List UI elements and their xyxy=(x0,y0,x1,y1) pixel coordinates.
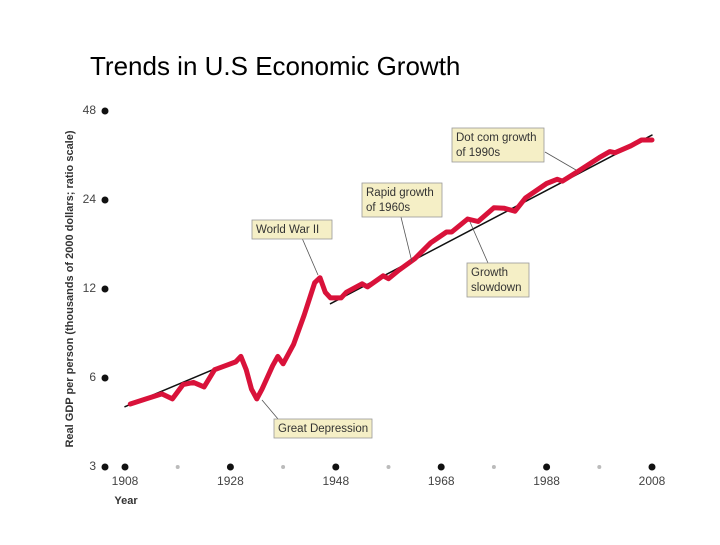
y-tick-label: 3 xyxy=(89,459,96,473)
annotation-pointer xyxy=(261,399,279,420)
x-tick-dot xyxy=(332,463,340,471)
annotation-pointer xyxy=(469,221,489,264)
chart-title: Trends in U.S Economic Growth xyxy=(90,51,460,81)
y-axis-title: Real GDP per person (thousands of 2000 d… xyxy=(64,130,76,447)
y-tick-label: 24 xyxy=(83,192,97,206)
annotation-pointer xyxy=(301,237,319,276)
x-tick-label: 1968 xyxy=(428,474,455,488)
annotation-text: World War II xyxy=(256,224,319,236)
annotation-text: of 1960s xyxy=(366,202,410,214)
x-tick-dot xyxy=(648,463,656,471)
x-tick-label: 1928 xyxy=(217,474,244,488)
y-tick-label: 48 xyxy=(83,103,97,117)
x-tick-label: 2008 xyxy=(639,474,666,488)
x-axis-title: Year xyxy=(114,495,138,507)
x-tick-dot xyxy=(437,463,445,471)
y-tick-label: 6 xyxy=(89,370,96,384)
annotation-text: slowdown xyxy=(471,282,522,294)
x-minor-tick xyxy=(175,465,180,469)
x-tick-label: 1948 xyxy=(322,474,349,488)
y-tick-dot xyxy=(101,196,109,204)
y-tick-label: 12 xyxy=(83,281,97,295)
annotation-box xyxy=(273,418,373,439)
annotation-text: Rapid growth xyxy=(366,187,434,199)
x-tick-label: 1908 xyxy=(112,474,139,488)
data-line xyxy=(127,137,655,407)
annotation-text: Growth xyxy=(471,267,508,279)
x-minor-tick xyxy=(281,465,286,469)
annotation-pointer xyxy=(544,151,577,171)
annotation-pointer xyxy=(399,212,413,263)
annotation-text: of 1990s xyxy=(456,147,500,159)
annotation-box xyxy=(251,219,333,240)
x-tick-label: 1988 xyxy=(533,474,560,488)
x-minor-tick xyxy=(386,465,391,469)
x-minor-tick xyxy=(491,465,496,469)
y-tick-dot xyxy=(101,107,109,115)
x-tick-dot xyxy=(121,463,129,471)
annotation-box xyxy=(466,262,530,298)
y-tick-dot xyxy=(101,285,109,293)
annotation-text: Dot com growth xyxy=(456,132,537,144)
y-tick-dot xyxy=(101,374,109,382)
annotation-box xyxy=(451,127,545,163)
y-tick-dot xyxy=(101,463,109,471)
x-tick-dot xyxy=(543,463,551,471)
x-tick-dot xyxy=(226,463,234,471)
x-minor-tick xyxy=(597,465,602,469)
annotation-text: Great Depression xyxy=(278,423,368,435)
annotation-box xyxy=(361,182,443,218)
